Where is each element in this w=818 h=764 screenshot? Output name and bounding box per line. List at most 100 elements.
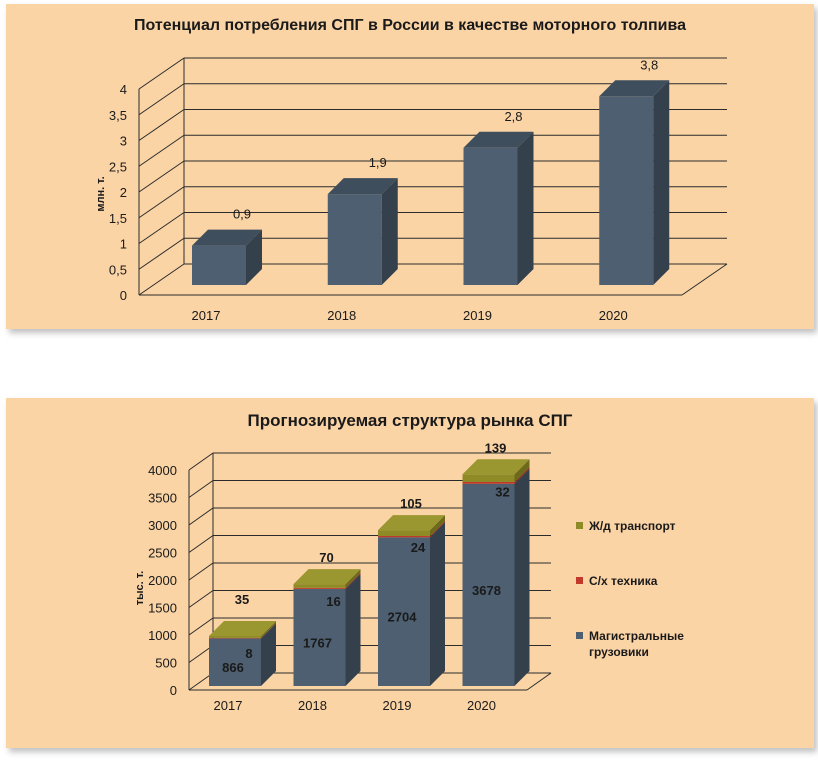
bar-series: [192, 80, 670, 285]
bar-segment: [293, 569, 361, 588]
bar-side: [345, 572, 361, 589]
y-tick-label: 3000: [148, 518, 177, 533]
bar-top: [463, 131, 534, 148]
chart-panel-market-structure: Прогнозируемая структура рынка СПГ 0 500 1…: [6, 398, 814, 748]
bar-top: [327, 178, 398, 195]
bar-top: [209, 621, 276, 637]
legend-label-line: Ж/д транспорт: [589, 519, 676, 533]
bar-side: [381, 178, 398, 285]
data-label: 2704: [388, 610, 418, 625]
bar: [463, 131, 534, 285]
legend-label-line: С/х техника: [589, 574, 658, 588]
y-axis-label: млн. т.: [95, 176, 107, 211]
data-label: 139: [485, 440, 507, 455]
bar-stack: [209, 621, 276, 686]
bar-segment: [378, 520, 445, 538]
bar: [599, 80, 670, 285]
bar: [327, 178, 398, 285]
bar-side: [430, 515, 445, 536]
chart-consumption: 0 0,5 1 1,5 2 2,5 3 3,5 4 млн. т. 0,9 2017 1,9 2018 2,…: [95, 57, 728, 323]
bar-top: [462, 459, 530, 475]
bar-side: [345, 569, 361, 588]
y-tick-label: 0,5: [109, 262, 127, 277]
data-label: 3678: [472, 583, 501, 598]
gridline-depth: [138, 109, 185, 141]
y-tick-label: 0: [170, 683, 177, 698]
legend-label: Магистральные грузовики: [589, 628, 684, 660]
y-tick-label: 3: [120, 134, 127, 149]
gridline-depth: [188, 590, 214, 608]
data-label: 32: [495, 484, 509, 499]
y-tick-label: 3500: [148, 491, 177, 506]
bar-stack: [378, 515, 445, 686]
gridline-depth: [188, 535, 214, 553]
chart-market-structure: 0 500 1000 1500 2000 2500 3000 3500 4000 тыс. т. 8…: [134, 440, 552, 713]
x-tick-label: 2020: [599, 308, 628, 323]
bar-front: [462, 474, 515, 482]
y-tick-label: 1000: [148, 628, 177, 643]
bar-segment: [462, 466, 530, 484]
gridline-depth: [188, 480, 214, 498]
data-label: 866: [222, 660, 244, 675]
bar-side: [345, 573, 361, 686]
legend-label-line: грузовики: [589, 645, 649, 659]
gridline-depth: [138, 57, 185, 90]
y-tick-label: 0: [120, 288, 127, 303]
y-tick-label: 4000: [148, 463, 177, 478]
bar-front: [327, 194, 382, 285]
y-tick-label: 2: [120, 185, 127, 200]
x-tick-label: 2018: [327, 308, 356, 323]
chart-panel-consumption: Потенциал потребления СПГ в России в кач…: [6, 4, 814, 329]
legend-swatch: [576, 522, 583, 529]
bar-top: [378, 515, 445, 531]
chart-title: Потенциал потребления СПГ в России в кач…: [134, 17, 686, 34]
bar-side: [430, 520, 445, 538]
legend-label-line: Магистральные: [589, 629, 684, 643]
gridline-depth: [138, 212, 185, 244]
y-tick-label: 4: [120, 82, 127, 97]
gridline-depth: [188, 617, 214, 636]
legend-label: С/х техника: [589, 573, 657, 589]
bar-stacks: [209, 459, 530, 686]
bar-segment: [209, 621, 276, 638]
data-label: 105: [400, 496, 422, 511]
bar-front: [378, 537, 430, 686]
bar-front: [209, 636, 261, 638]
data-label: 1,9: [369, 155, 387, 170]
bar-segment: [378, 522, 445, 686]
gridline-depth: [188, 507, 214, 526]
data-label: 1767: [303, 635, 332, 650]
bar: [192, 229, 262, 285]
bar-segment: [462, 468, 530, 686]
gridline-depth: [138, 237, 185, 270]
bar-top: [192, 229, 262, 246]
bar-side: [653, 80, 670, 285]
bar-side: [514, 459, 530, 482]
bar-segment: [209, 623, 276, 686]
data-label: 8: [245, 646, 252, 661]
x-tick-label: 2017: [214, 698, 243, 713]
y-tick-label: 1: [120, 237, 127, 252]
bar-front: [293, 587, 346, 589]
bar-top: [599, 80, 670, 97]
gridline-depth: [138, 186, 185, 219]
x-tick-label: 2020: [467, 698, 496, 713]
data-label: 24: [411, 540, 426, 555]
y-tick-label: 1500: [148, 601, 177, 616]
bar-front: [293, 588, 346, 686]
gridline-depth: [188, 452, 214, 471]
y-tick-label: 2,5: [109, 159, 127, 174]
x-tick-label: 2018: [298, 698, 327, 713]
chart-title: Прогнозируемая структура рынка СПГ: [247, 411, 573, 430]
legend-label: Ж/д транспорт: [589, 518, 676, 534]
y-tick-label: 2500: [148, 546, 177, 561]
data-label: 70: [319, 550, 333, 565]
bar-front: [599, 96, 654, 285]
bar-top: [293, 569, 361, 585]
gridline-depth: [138, 134, 185, 167]
bar-front: [192, 245, 246, 285]
x-tick-label: 2017: [192, 308, 221, 323]
bar-front: [378, 530, 430, 536]
bar-segment: [293, 572, 361, 589]
bar-side: [261, 622, 276, 639]
